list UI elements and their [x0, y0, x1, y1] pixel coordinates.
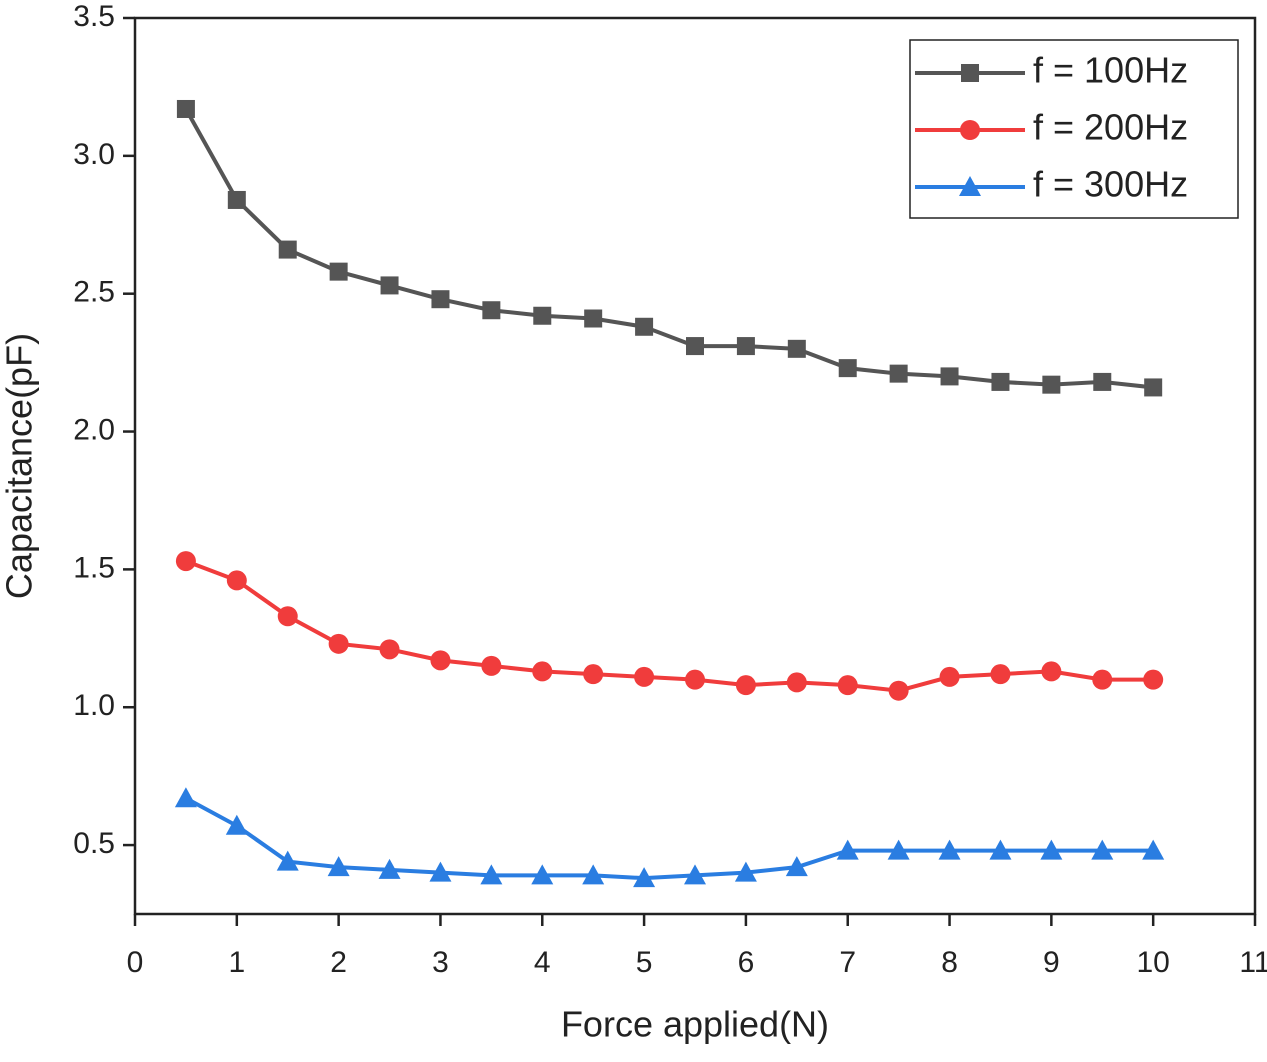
- marker: [278, 240, 297, 259]
- y-tick-label: 3.0: [73, 138, 115, 171]
- marker: [481, 655, 502, 676]
- marker: [430, 650, 451, 671]
- marker: [276, 850, 299, 871]
- marker: [225, 814, 248, 835]
- legend-label: f = 300Hz: [1033, 164, 1188, 205]
- plot-frame: [133, 16, 1257, 916]
- x-tick-label: 9: [1043, 946, 1060, 979]
- marker: [1093, 372, 1112, 391]
- marker: [328, 633, 349, 654]
- marker: [1143, 669, 1164, 690]
- y-tick-label: 0.5: [73, 827, 115, 860]
- marker: [939, 666, 960, 687]
- marker: [532, 661, 553, 682]
- x-tick-label: 1: [228, 946, 245, 979]
- y-tick-label: 3.5: [73, 0, 115, 33]
- x-tick-label: 2: [330, 946, 347, 979]
- marker: [1144, 378, 1163, 397]
- marker: [1091, 839, 1114, 860]
- marker: [531, 864, 554, 885]
- y-tick-label: 2.5: [73, 276, 115, 309]
- marker: [431, 290, 450, 309]
- marker: [380, 276, 399, 295]
- marker: [634, 666, 655, 687]
- marker: [837, 675, 858, 696]
- marker: [583, 664, 604, 685]
- marker: [277, 606, 298, 627]
- marker: [176, 99, 195, 118]
- marker: [635, 317, 654, 336]
- marker: [736, 337, 755, 356]
- marker: [1042, 375, 1061, 394]
- legend-marker: [959, 176, 981, 196]
- marker: [889, 364, 908, 383]
- marker: [175, 551, 196, 572]
- marker: [838, 359, 857, 378]
- marker: [991, 372, 1010, 391]
- x-tick-label: 5: [636, 946, 653, 979]
- marker: [734, 861, 757, 882]
- x-tick-label: 6: [738, 946, 755, 979]
- legend-label: f = 200Hz: [1033, 107, 1188, 148]
- marker: [938, 839, 961, 860]
- x-axis-label: Force applied(N): [561, 1004, 829, 1045]
- legend-marker: [961, 64, 979, 82]
- marker: [533, 306, 552, 325]
- legend-label: f = 100Hz: [1033, 50, 1188, 91]
- marker: [787, 339, 806, 358]
- marker: [735, 675, 756, 696]
- marker: [584, 309, 603, 328]
- marker: [1092, 669, 1113, 690]
- marker: [685, 669, 705, 690]
- x-tick-label: 4: [534, 946, 551, 979]
- marker: [684, 864, 706, 885]
- marker: [887, 839, 910, 860]
- marker: [378, 858, 401, 879]
- marker: [686, 337, 704, 356]
- marker: [327, 856, 350, 877]
- marker: [329, 262, 348, 281]
- marker: [379, 639, 400, 660]
- marker: [940, 367, 959, 386]
- marker: [785, 856, 808, 877]
- marker: [990, 664, 1011, 685]
- marker: [226, 570, 247, 591]
- marker: [482, 301, 501, 320]
- y-tick-label: 1.0: [73, 689, 115, 722]
- y-tick-label: 1.5: [73, 551, 115, 584]
- marker: [888, 680, 909, 701]
- marker: [786, 672, 807, 693]
- marker: [227, 190, 246, 209]
- marker: [582, 864, 605, 885]
- y-tick-label: 2.0: [73, 413, 115, 446]
- x-tick-label: 10: [1136, 946, 1169, 979]
- marker: [1142, 839, 1165, 860]
- marker: [1041, 661, 1062, 682]
- marker: [633, 867, 656, 888]
- marker: [174, 787, 197, 808]
- x-tick-label: 0: [127, 946, 144, 979]
- marker: [1040, 839, 1063, 860]
- x-tick-label: 3: [432, 946, 449, 979]
- y-axis-label: Capacitance(pF): [0, 333, 40, 599]
- series-line: [184, 796, 1154, 881]
- marker: [989, 839, 1012, 860]
- marker: [836, 839, 859, 860]
- x-tick-label: 11: [1239, 946, 1267, 979]
- legend-marker: [960, 120, 980, 140]
- x-tick-label: 8: [941, 946, 958, 979]
- x-tick-label: 7: [839, 946, 856, 979]
- marker: [480, 864, 503, 885]
- marker: [429, 861, 452, 882]
